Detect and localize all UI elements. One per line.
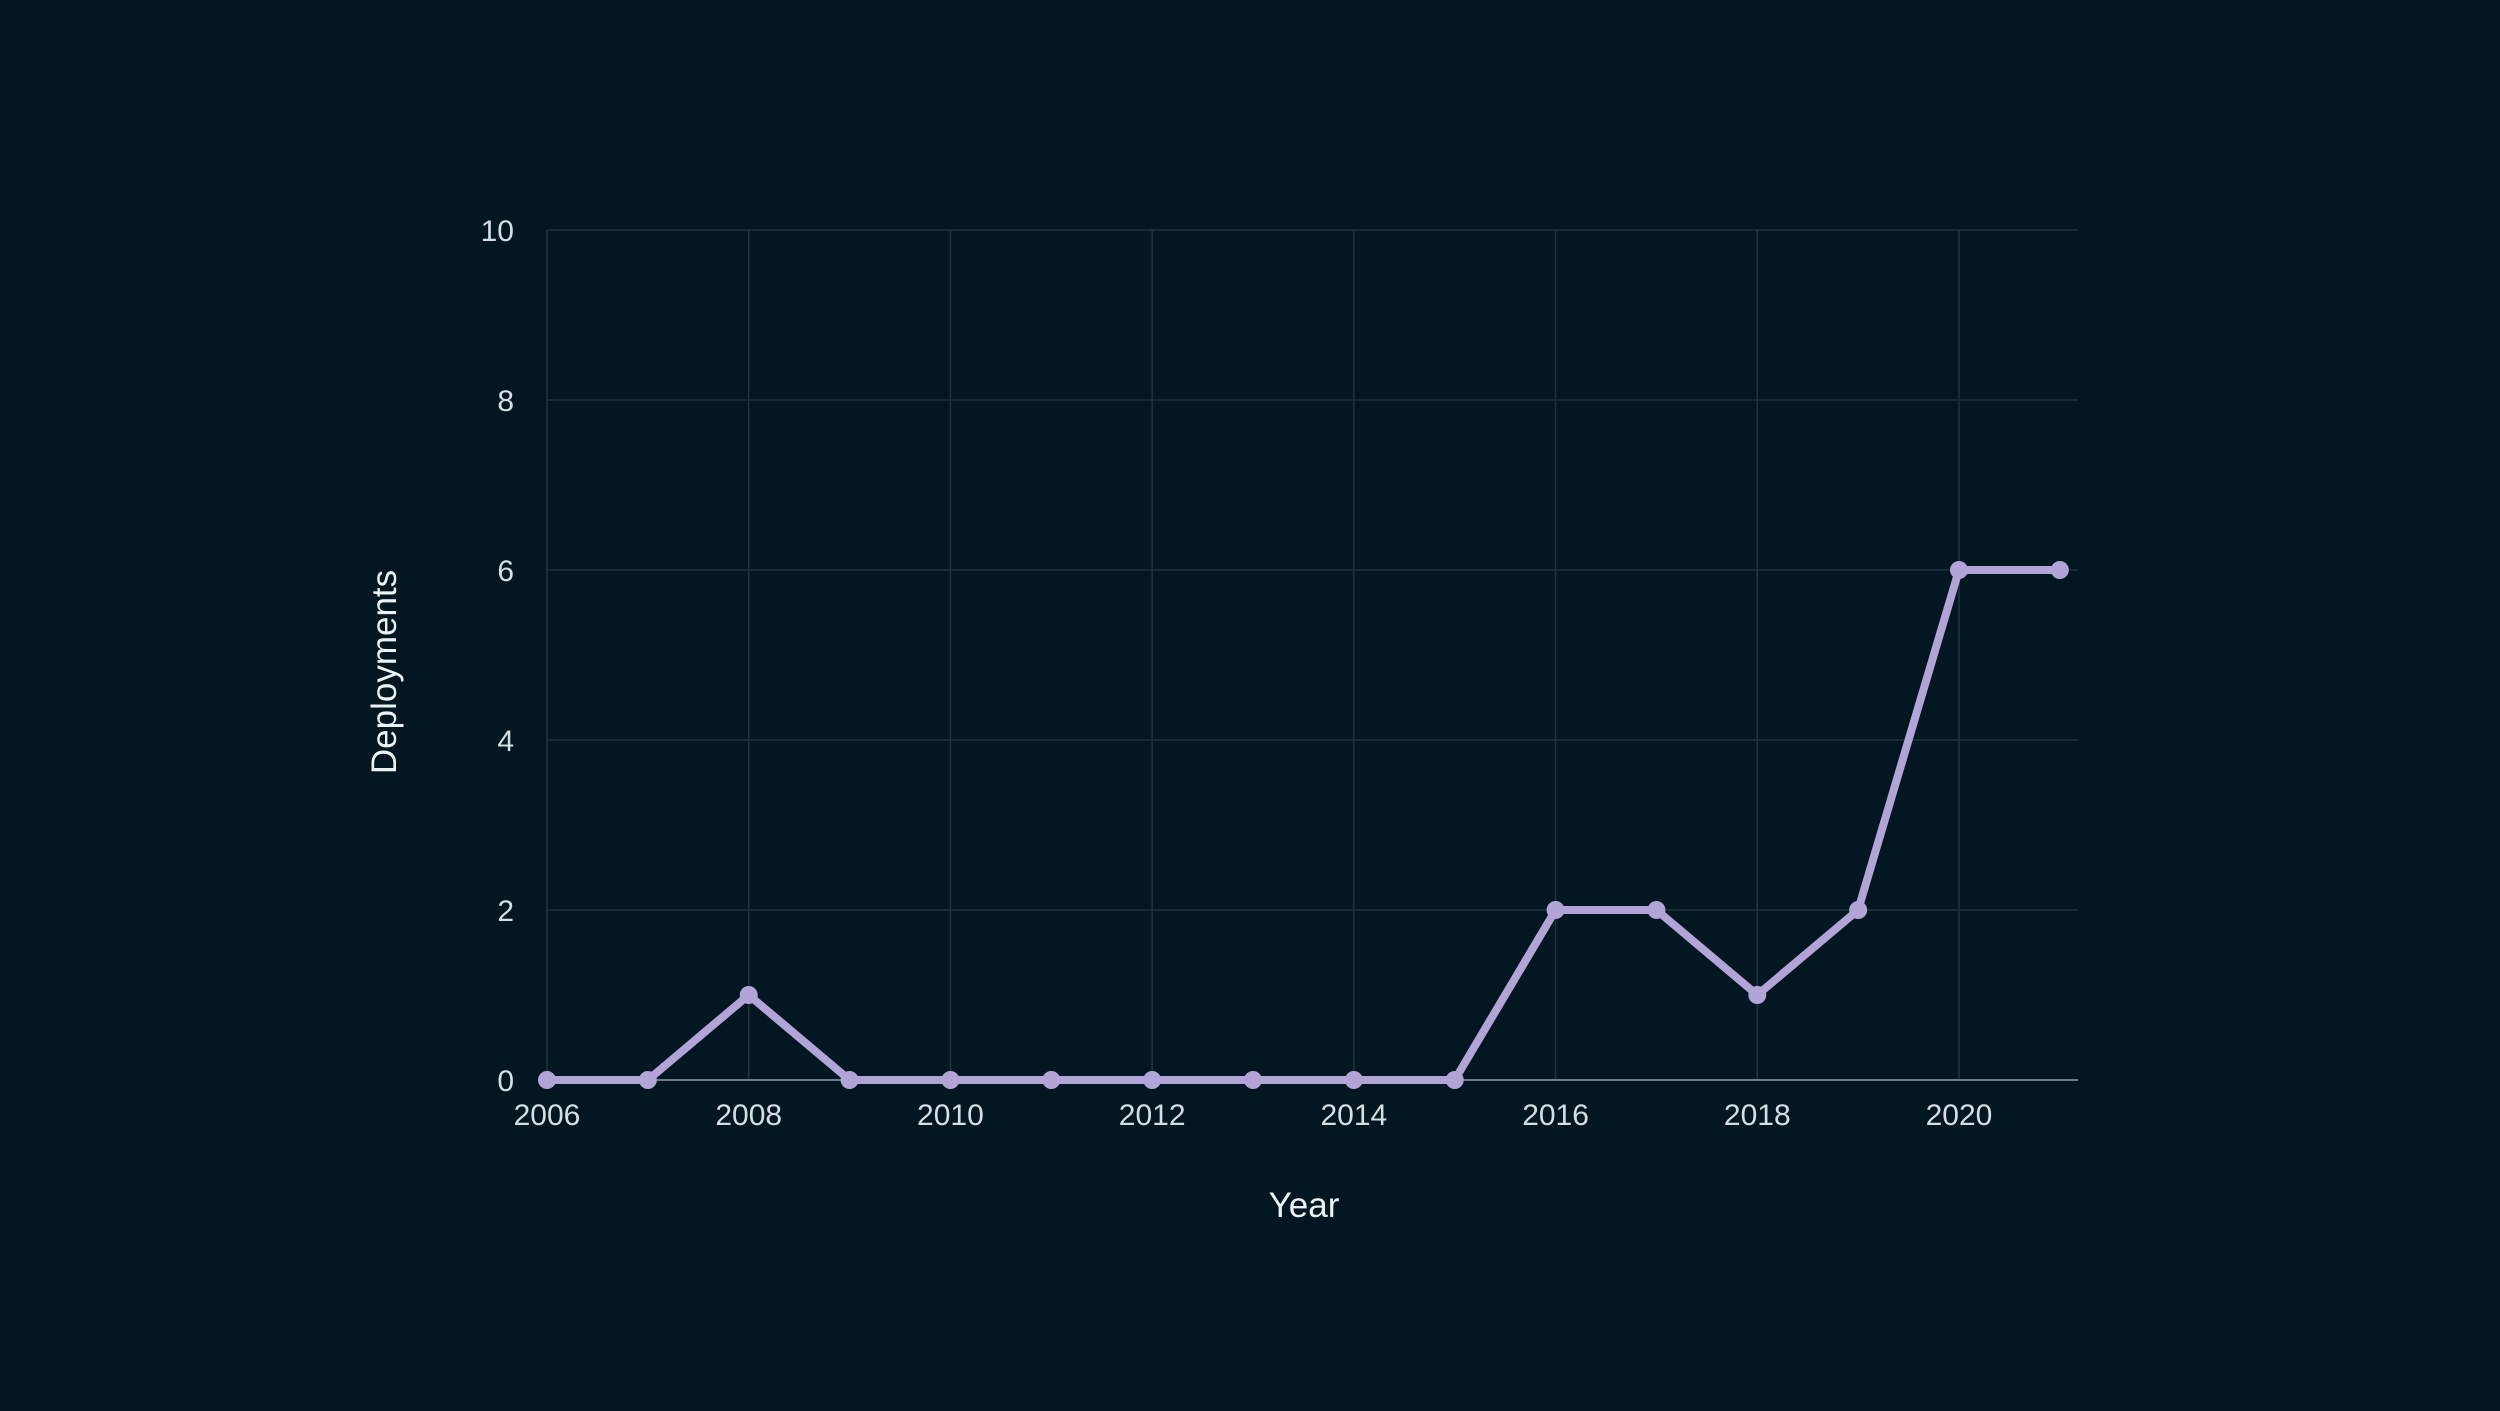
y-axis-title: Deployments — [365, 570, 404, 774]
data-point — [1546, 901, 1565, 919]
y-tick-label: 0 — [497, 1065, 514, 1098]
data-point — [1445, 1071, 1464, 1089]
data-point — [840, 1071, 859, 1089]
x-axis-title: Year — [1269, 1186, 1340, 1225]
data-point — [1244, 1071, 1262, 1089]
data-point — [1849, 901, 1868, 919]
grid — [546, 229, 2078, 1080]
data-point — [638, 1071, 657, 1089]
data-point — [1143, 1071, 1162, 1089]
x-tick-label: 2016 — [1522, 1099, 1589, 1132]
data-point — [1344, 1071, 1363, 1089]
x-tick-label: 2018 — [1724, 1099, 1791, 1132]
data-point — [739, 986, 758, 1004]
data-point — [941, 1071, 960, 1089]
x-tick-label: 2008 — [715, 1099, 782, 1132]
data-point — [1748, 986, 1767, 1004]
x-tick-label: 2020 — [1926, 1099, 1993, 1132]
data-point — [1950, 561, 1968, 579]
y-tick-label: 6 — [497, 555, 514, 588]
tick-labels: 0 2 4 6 8 10 2006 2008 2010 2012 2014 2016 2018 2020 — [481, 215, 1993, 1132]
y-tick-label: 4 — [497, 725, 514, 758]
y-tick-label: 2 — [497, 895, 514, 928]
data-point — [1647, 901, 1666, 919]
data-point — [2050, 561, 2069, 579]
x-tick-label: 2012 — [1119, 1099, 1186, 1132]
x-tick-label: 2010 — [917, 1099, 984, 1132]
y-tick-label: 10 — [481, 215, 514, 248]
series-layer — [538, 561, 2069, 1089]
data-point — [1042, 1071, 1061, 1089]
x-tick-label: 2014 — [1320, 1099, 1387, 1132]
series-line — [543, 566, 2064, 1084]
data-point — [538, 1071, 556, 1089]
x-tick-label: 2006 — [514, 1099, 581, 1132]
y-tick-label: 8 — [497, 385, 514, 418]
